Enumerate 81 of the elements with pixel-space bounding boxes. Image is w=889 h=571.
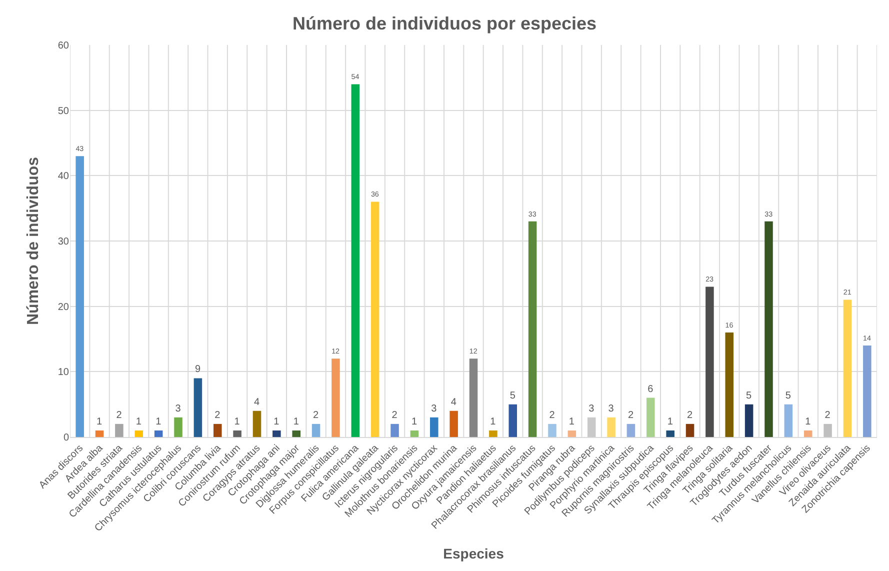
bar: [95, 430, 104, 437]
y-tick-label: 50: [58, 106, 70, 117]
bar: [686, 424, 694, 437]
data-label: 1: [490, 416, 496, 428]
bar: [134, 430, 144, 437]
bar: [824, 424, 832, 437]
bar: [666, 430, 674, 437]
bar: [312, 424, 320, 437]
bar: [744, 404, 754, 437]
bar: [450, 410, 458, 437]
bar: [568, 430, 576, 437]
bar: [626, 424, 636, 437]
bar: [804, 430, 812, 437]
data-label: 2: [549, 410, 556, 421]
bar: [843, 300, 852, 437]
data-label: 2: [313, 410, 320, 421]
bar: [607, 417, 616, 437]
data-label: 5: [785, 390, 792, 402]
bar: [252, 410, 262, 437]
bar: [174, 417, 182, 437]
data-label: 4: [254, 396, 260, 408]
data-label: 1: [96, 416, 103, 428]
data-label: 1: [293, 416, 300, 428]
data-label: 2: [116, 410, 122, 421]
data-label: 1: [411, 416, 418, 428]
bar: [548, 424, 556, 437]
data-label: 1: [568, 416, 575, 428]
bar: [508, 404, 517, 437]
data-label: 1: [274, 416, 280, 428]
data-label: 3: [175, 403, 182, 414]
bar: [863, 346, 872, 437]
bar: [430, 417, 438, 437]
data-label: 5: [510, 390, 516, 402]
bar: [489, 430, 498, 437]
data-label: 2: [392, 410, 398, 421]
bar: [292, 430, 300, 437]
data-label: 9: [194, 364, 201, 376]
x-axis-title: Especies: [443, 545, 504, 562]
bar: [213, 424, 222, 437]
data-label: 1: [234, 416, 240, 428]
data-label: 1: [136, 416, 142, 428]
data-label: 4: [450, 396, 457, 408]
y-tick-label: 10: [58, 367, 70, 378]
bar: [154, 430, 163, 437]
data-label: 5: [746, 390, 752, 402]
bar: [272, 430, 281, 437]
data-label: 6: [648, 384, 654, 395]
y-tick-label: 0: [63, 432, 70, 444]
bar: [390, 424, 399, 437]
bar: [115, 424, 124, 437]
data-label: 3: [608, 403, 614, 414]
chart-title: Número de individuos por especies: [292, 14, 597, 34]
bar: [784, 404, 793, 437]
bar: [646, 398, 655, 437]
bar: [370, 202, 380, 437]
bar: [587, 417, 596, 437]
y-tick-label: 40: [58, 171, 70, 182]
bar: [528, 221, 537, 437]
data-label: 1: [667, 416, 674, 428]
data-label: 2: [824, 410, 831, 421]
data-label: 1: [805, 416, 812, 428]
bar: [233, 430, 242, 437]
y-tick-label: 30: [58, 236, 70, 248]
bar: [706, 286, 714, 437]
data-label: 2: [214, 410, 221, 421]
bar: [764, 221, 773, 437]
y-tick-label: 60: [58, 40, 70, 52]
data-label: 2: [687, 410, 694, 421]
bar: [194, 378, 202, 437]
bar: [351, 84, 360, 437]
bar: [410, 430, 419, 437]
data-label: 1: [156, 416, 162, 428]
data-label: 3: [588, 403, 595, 414]
bar: [332, 358, 340, 437]
data-label: 3: [431, 403, 438, 414]
data-label: 2: [628, 410, 634, 421]
y-tick-label: 20: [58, 302, 70, 313]
bar: [725, 332, 734, 437]
y-axis-title: Número de individuos: [24, 156, 42, 326]
bar: [469, 358, 478, 437]
bar: [76, 156, 84, 437]
